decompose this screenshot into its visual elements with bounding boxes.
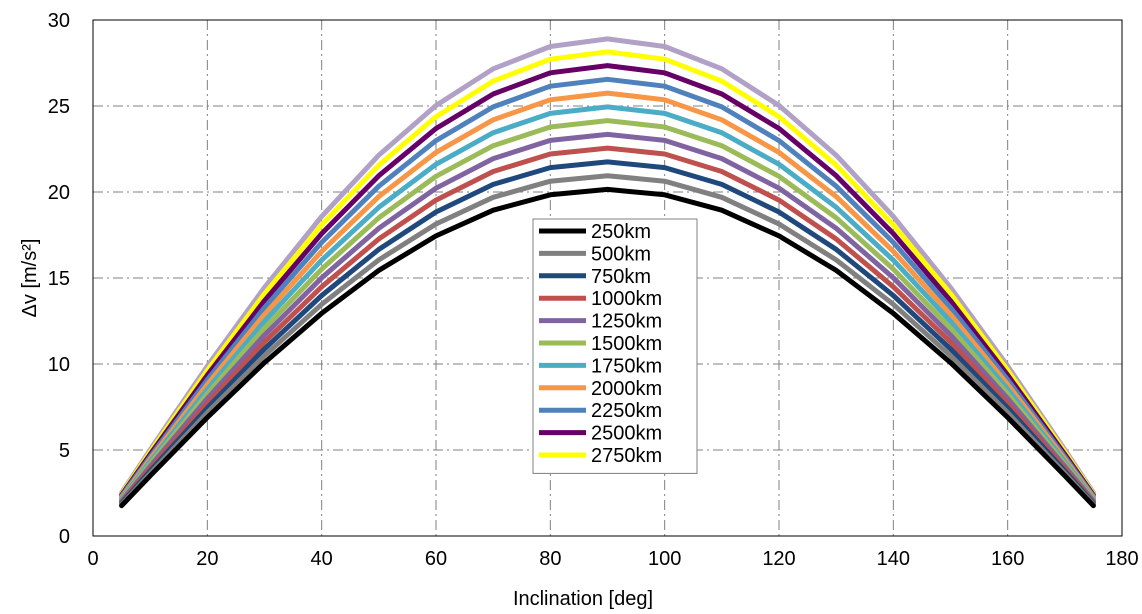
x-tick-label: 0 (87, 548, 98, 570)
legend-label: 250km (591, 221, 651, 243)
series-line-2000km (119, 90, 1096, 500)
x-tick-label: 120 (762, 548, 795, 570)
legend-label: 2250km (591, 400, 662, 422)
y-tick-label: 10 (48, 354, 70, 376)
y-tick-label: 0 (59, 526, 70, 548)
series-line-1500km (119, 118, 1096, 503)
y-tick-label: 30 (48, 10, 70, 32)
x-axis-tick-labels: 0 20 40 60 80 100 120 140 160 180 (87, 548, 1138, 570)
plot-area-border (92, 19, 1123, 537)
legend-label: 1750km (591, 355, 662, 377)
series-line-2750km (119, 49, 1096, 497)
y-tick-label: 15 (48, 268, 70, 290)
series-line-750km (119, 159, 1096, 506)
y-axis-title: Δv [m/s²] (19, 239, 41, 318)
y-axis-tick-labels: 0 5 10 15 20 25 30 (48, 10, 70, 548)
legend-label: 2750km (591, 445, 662, 467)
x-tick-label: 180 (1105, 548, 1138, 570)
series-line-250km (119, 186, 1096, 509)
series-lines (119, 36, 1096, 509)
x-tick-label: 40 (311, 548, 333, 570)
x-axis-title: Inclination [deg] (513, 588, 653, 610)
x-tick-label: 80 (539, 548, 561, 570)
x-tick-label: 140 (877, 548, 910, 570)
series-line-500km (119, 173, 1096, 507)
legend-label: 1000km (591, 288, 662, 310)
legend: 250km500km750km1000km1250km1500km1750km2… (532, 218, 698, 474)
legend-label: 2000km (591, 378, 662, 400)
series-line-1750km (119, 104, 1096, 502)
x-tick-label: 160 (991, 548, 1024, 570)
legend-label: 2500km (591, 423, 662, 445)
x-tick-label: 20 (196, 548, 218, 570)
legend-label: 500km (591, 243, 651, 265)
legend-label: 1250km (591, 311, 662, 333)
y-tick-label: 5 (59, 440, 70, 462)
series-line-1000km (119, 145, 1096, 505)
series-line-series-12 (119, 36, 1096, 496)
legend-label: 1500km (591, 333, 662, 355)
series-line-1250km (119, 131, 1096, 504)
x-tick-label: 100 (648, 548, 681, 570)
y-tick-label: 20 (48, 182, 70, 204)
series-line-2250km (119, 76, 1096, 499)
legend-label: 750km (591, 266, 651, 288)
y-tick-label: 25 (48, 96, 70, 118)
series-line-2500km (119, 63, 1096, 498)
x-tick-label: 60 (425, 548, 447, 570)
